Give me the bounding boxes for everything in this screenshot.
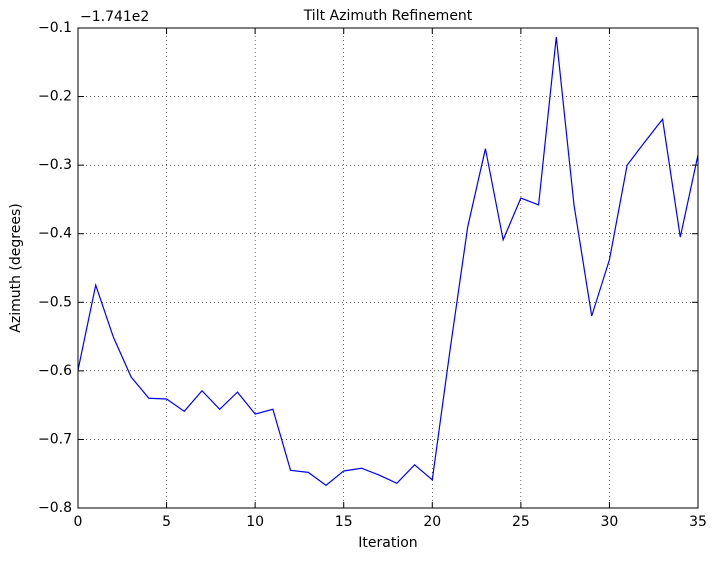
plot-frame bbox=[77, 27, 699, 509]
x-tick-label: 5 bbox=[162, 514, 171, 530]
y-tick-label: −0.2 bbox=[38, 89, 72, 105]
offset-text: −1.741e2 bbox=[80, 9, 149, 25]
y-tick-label: −0.7 bbox=[38, 431, 72, 447]
y-tick-label: −0.5 bbox=[38, 294, 72, 310]
y-axis-label: Azimuth (degrees) bbox=[8, 203, 24, 332]
x-tick-label: 10 bbox=[246, 514, 264, 530]
y-tick-label: −0.3 bbox=[38, 157, 72, 173]
y-tick-label: −0.4 bbox=[38, 226, 72, 242]
y-tick-label: −0.6 bbox=[38, 363, 72, 379]
x-tick-label: 20 bbox=[423, 514, 441, 530]
x-axis-label: Iteration bbox=[358, 535, 417, 551]
x-tick-label: 30 bbox=[601, 514, 619, 530]
chart-title: Tilt Azimuth Refinement bbox=[303, 8, 473, 24]
x-tick-label: 0 bbox=[74, 514, 83, 530]
data-line bbox=[77, 36, 699, 487]
x-tick-label: 35 bbox=[689, 514, 707, 530]
y-tick-label: −0.8 bbox=[38, 500, 72, 516]
x-tick-label: 15 bbox=[335, 514, 353, 530]
x-tick-label: 25 bbox=[512, 514, 530, 530]
y-tick-label: −0.1 bbox=[38, 20, 72, 36]
